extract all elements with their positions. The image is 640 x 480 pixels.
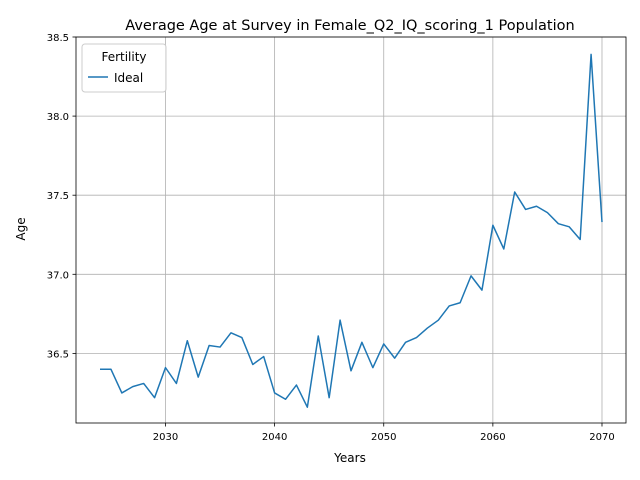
- chart-title: Average Age at Survey in Female_Q2_IQ_sc…: [125, 18, 574, 34]
- legend-title: Fertility: [101, 50, 146, 64]
- y-axis-label: Age: [14, 217, 28, 240]
- y-tick-label: 38.0: [47, 112, 69, 123]
- series-layer: [100, 53, 603, 408]
- x-tick-label: 2070: [589, 432, 614, 443]
- x-tick-label: 2040: [262, 432, 287, 443]
- y-tick-label: 37.5: [47, 191, 69, 202]
- y-tick-label: 37.0: [47, 270, 69, 281]
- legend-box: [81, 43, 167, 93]
- y-tick-label: 36.5: [47, 349, 69, 360]
- y-axis-ticks: 36.5 37.0 37.5 38.0 38.5: [47, 33, 76, 360]
- x-tick-label: 2050: [371, 432, 396, 443]
- x-tick-label: 2030: [153, 432, 178, 443]
- plot-frame: [75, 36, 627, 424]
- x-tick-label: 2060: [480, 432, 505, 443]
- legend-entry-ideal: Ideal: [114, 71, 143, 85]
- grid: [76, 36, 626, 423]
- legend: Fertility Ideal: [81, 43, 167, 93]
- series-line-ideal: [100, 53, 603, 408]
- x-axis-label: Years: [333, 451, 366, 465]
- y-tick-label: 38.5: [47, 33, 69, 44]
- x-axis-ticks: 2030 2040 2050 2060 2070: [153, 423, 615, 443]
